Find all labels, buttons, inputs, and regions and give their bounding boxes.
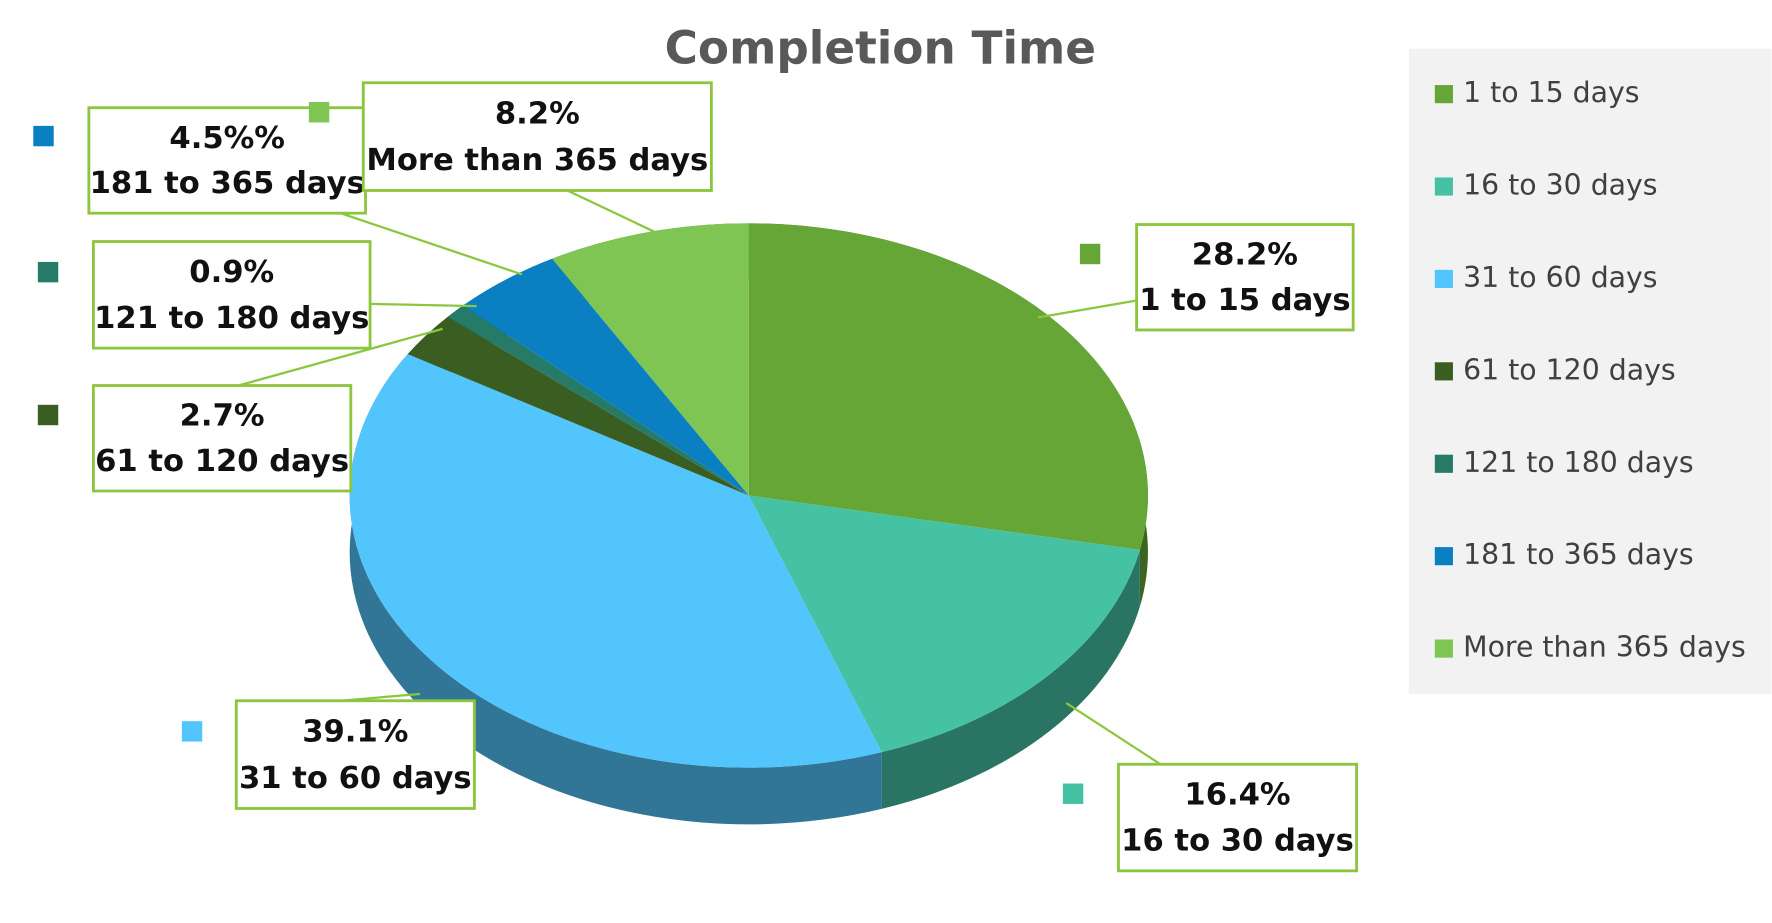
slice-side <box>349 354 882 825</box>
legend-swatch <box>1434 547 1453 566</box>
data-label-key <box>37 404 59 426</box>
slice <box>349 354 882 768</box>
data-label-category: 181 to 365 days <box>90 166 365 201</box>
slice-side <box>881 549 1140 809</box>
data-label-key <box>37 261 59 283</box>
data-label-category: 16 to 30 days <box>1121 824 1354 859</box>
legend-label: 1 to 15 days <box>1463 76 1639 109</box>
data-label-value: 2.7% <box>180 399 265 434</box>
data-label-key <box>181 721 203 742</box>
legend-swatch <box>1434 454 1453 473</box>
leader-line <box>1037 299 1137 319</box>
leader-line <box>1065 702 1162 766</box>
data-label-value: 28.2% <box>1192 238 1298 273</box>
data-label-box <box>1135 223 1355 332</box>
data-label-key <box>33 125 54 147</box>
data-label-value: 4.5%% <box>169 121 285 156</box>
legend-background <box>1408 48 1772 694</box>
data-label-box <box>361 81 713 192</box>
data-label-category: 31 to 60 days <box>239 761 472 796</box>
data-label-key <box>308 102 330 123</box>
data-label-category: 61 to 120 days <box>95 444 349 479</box>
data-label-value: 0.9% <box>189 255 274 290</box>
legend-label: 61 to 120 days <box>1463 353 1675 386</box>
legend-label: 31 to 60 days <box>1463 261 1657 294</box>
data-label-category: 1 to 15 days <box>1139 283 1350 318</box>
data-label-box <box>87 106 367 215</box>
leader-line <box>340 212 523 276</box>
leader-line <box>238 327 443 387</box>
legend-swatch <box>1434 177 1453 196</box>
leader-line <box>566 189 657 234</box>
legend-label: 121 to 180 days <box>1463 446 1693 479</box>
legend-swatch <box>1434 639 1453 658</box>
slice <box>407 316 749 496</box>
data-label-box <box>1117 762 1358 873</box>
slice <box>463 258 749 496</box>
legend-label: More than 365 days <box>1463 631 1746 664</box>
data-label-box <box>91 384 353 493</box>
slice <box>748 223 1148 550</box>
data-label-value: 39.1% <box>302 715 408 750</box>
slice <box>748 495 1140 753</box>
legend-swatch <box>1434 269 1453 289</box>
chart-title: Completion Time <box>665 22 1096 75</box>
data-label-box <box>91 240 372 350</box>
leader-line <box>370 302 477 308</box>
legend-label: 16 to 30 days <box>1463 169 1657 202</box>
slice <box>447 305 749 496</box>
slice <box>552 223 749 496</box>
data-label-key <box>1079 243 1101 265</box>
data-label-value: 16.4% <box>1184 778 1290 813</box>
data-label-box <box>234 699 476 810</box>
data-label-category: 121 to 180 days <box>94 301 369 336</box>
legend-label: 181 to 365 days <box>1463 538 1693 571</box>
legend-swatch <box>1434 85 1453 104</box>
legend-swatch <box>1434 362 1453 381</box>
data-label-category: More than 365 days <box>366 143 708 178</box>
data-label-value: 8.2% <box>495 97 580 132</box>
data-label-key <box>1062 783 1084 804</box>
